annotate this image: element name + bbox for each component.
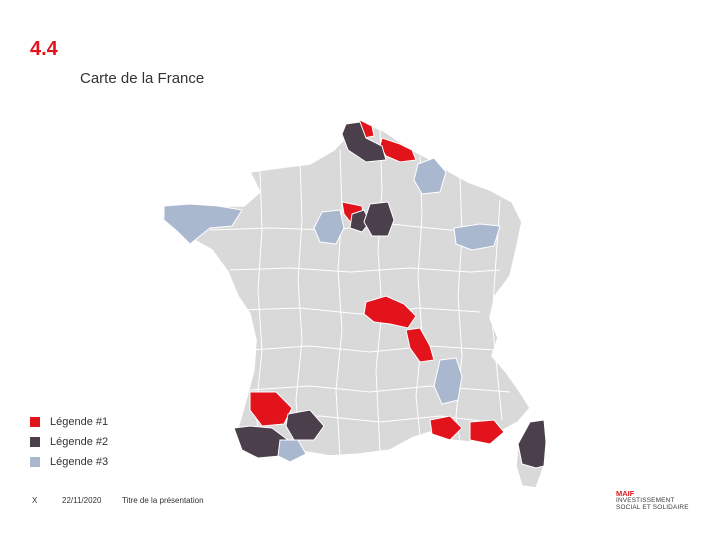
footer-presentation-title: Titre de la présentation [122,496,204,505]
brand-name: MAIF [616,489,635,498]
legend-label-1: Légende #1 [50,416,109,428]
legend-swatch-3 [30,457,40,467]
brand-logo: MAIF INVESTISSEMENT SOCIAL ET SOLIDAIRE [616,490,706,511]
legend-1-regions [249,119,505,445]
brand-line-1: INVESTISSEMENT [616,497,675,504]
legend-swatch-2 [30,437,40,447]
footer-date: 22/11/2020 [62,496,102,505]
legend-item-3: Légende #3 [30,452,108,472]
legend: Légende #1 Légende #2 Légende #3 [30,412,108,472]
footer-page-number: X [32,496,38,505]
france-mainland [161,121,531,457]
legend-label-3: Légende #3 [50,456,109,468]
slide-number: 4.4 [30,38,58,60]
legend-3-regions [163,157,501,463]
france-map [150,110,570,500]
slide-title: Carte de la France [80,70,205,87]
legend-item-1: Légende #1 [30,412,108,432]
department-borders [209,129,511,457]
footer: X 22/11/2020 Titre de la présentation [0,496,720,512]
brand-line-2: SOCIAL ET SOLIDAIRE [616,504,689,511]
legend-label-2: Légende #2 [50,436,109,448]
legend-2-regions [233,121,547,469]
legend-item-2: Légende #2 [30,432,108,452]
legend-swatch-1 [30,417,40,427]
